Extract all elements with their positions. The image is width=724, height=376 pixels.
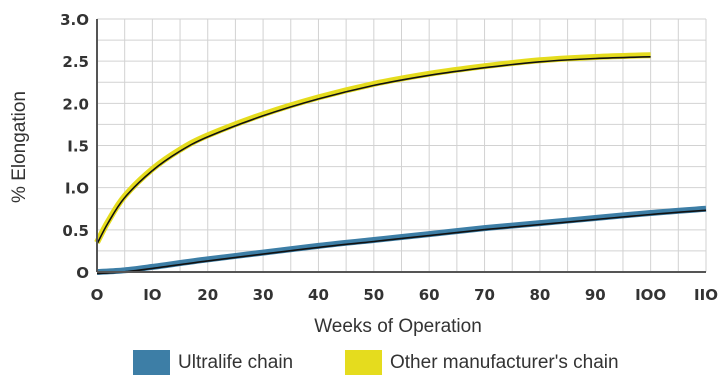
x-tick-label: IOO [635, 286, 666, 304]
y-tick-label: I.O [65, 180, 89, 198]
legend-item-other: Other manufacturer's chain [345, 350, 619, 375]
legend: Ultralife chain Other manufacturer's cha… [0, 346, 724, 376]
x-tick-label: 20 [197, 286, 218, 304]
x-tick-label: O [91, 286, 104, 304]
y-tick-label: 3.O [60, 11, 89, 29]
x-tick-label: IO [143, 286, 161, 304]
y-axis-title: % Elongation [9, 91, 30, 203]
x-tick-label: 80 [529, 286, 550, 304]
series-line-other [94, 52, 651, 244]
tick-labels: O IO 20 30 40 50 60 70 80 90 IOO IIO O 0.5 I.O I.5 2.0 2.… [60, 11, 718, 304]
series-line-ultralife-shadow [96, 209, 707, 275]
legend-label-ultralife: Ultralife chain [178, 351, 294, 373]
x-tick-label: 50 [363, 286, 384, 304]
y-tick-label: 2.0 [62, 95, 89, 113]
y-tick-label: O [76, 264, 89, 282]
y-tick-label: 0.5 [62, 222, 89, 240]
x-tick-label: 90 [585, 286, 606, 304]
series-layer [94, 52, 707, 275]
x-tick-label: IIO [694, 286, 718, 304]
x-tick-label: 70 [474, 286, 495, 304]
x-tick-label: 40 [308, 286, 329, 304]
x-axis-title: Weeks of Operation [314, 316, 482, 337]
series-line-other-shadow [96, 56, 651, 245]
legend-swatch-ultralife [133, 350, 170, 375]
y-tick-label: 2.5 [62, 53, 89, 71]
legend-label-other: Other manufacturer's chain [390, 351, 619, 373]
y-tick-label: I.5 [67, 138, 89, 156]
legend-swatch-other [345, 350, 382, 375]
x-tick-label: 30 [253, 286, 274, 304]
x-tick-label: 60 [419, 286, 440, 304]
legend-item-ultralife: Ultralife chain [133, 350, 293, 375]
chart: O IO 20 30 40 50 60 70 80 90 IOO IIO O 0.5 I.O I.5 2.0 2.… [9, 11, 718, 337]
axes [96, 19, 706, 273]
series-line-ultralife [96, 205, 707, 275]
